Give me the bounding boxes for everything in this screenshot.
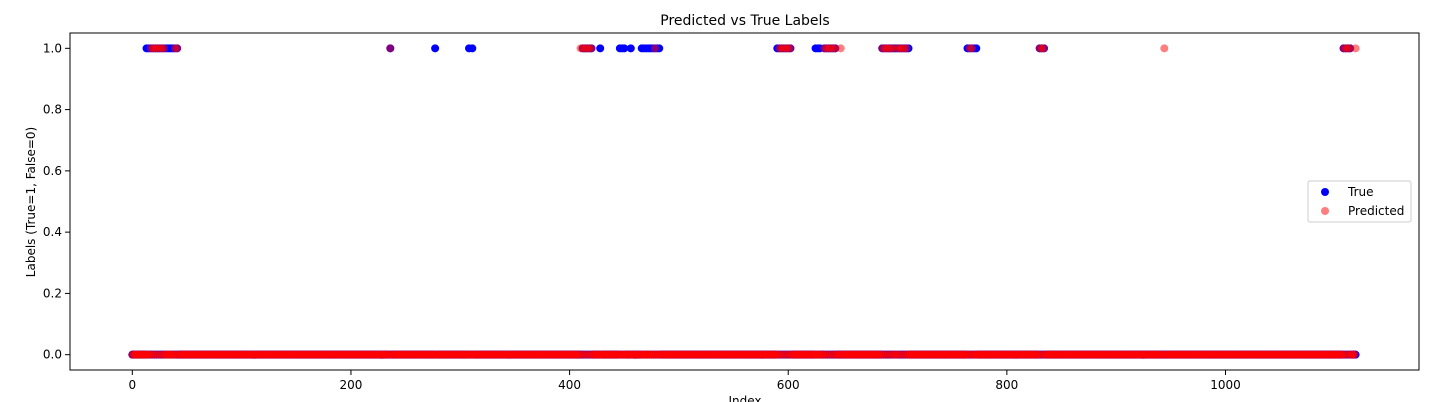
x-tick-label: 1000 [1210,378,1241,392]
series-predicted [128,44,1360,359]
y-tick-label: 0.6 [43,164,62,178]
data-point [468,44,477,53]
data-point [1350,350,1359,359]
series-true [128,44,1360,359]
data-point [1160,44,1169,53]
y-tick-label: 0.2 [43,286,62,300]
data-point [173,44,182,53]
data-point [786,44,795,53]
y-tick-label: 0.0 [43,348,62,362]
legend-label-true: True [1347,185,1374,199]
x-tick-label: 400 [558,378,581,392]
data-point [160,44,169,53]
legend-marker-true [1321,188,1329,196]
legend-box [1307,180,1412,223]
data-point [587,44,596,53]
legend-label-predicted: Predicted [1348,204,1404,218]
x-axis: 0 200 400 600 800 1000 [128,370,1241,392]
data-point [967,44,976,53]
y-tick-label: 0.4 [43,225,62,239]
axes-frame [69,32,1420,371]
legend-marker-predicted [1321,207,1329,215]
data-point [386,44,395,53]
y-tick-label: 0.8 [43,103,62,117]
data-point [626,44,635,53]
y-axis-label: Labels (True=1, False=0) [24,127,38,277]
data-point [620,44,629,53]
data-point [431,44,440,53]
data-point [1351,44,1360,53]
y-axis: 0.0 0.2 0.4 0.6 0.8 1.0 [43,41,70,362]
chart-title: Predicted vs True Labels [660,13,829,29]
data-point [1040,44,1049,53]
data-point [902,44,911,53]
x-tick-label: 600 [777,378,800,392]
x-tick-label: 200 [339,378,362,392]
plot-area [128,44,1360,359]
data-point [596,44,605,53]
x-tick-label: 800 [995,378,1018,392]
data-point [836,44,845,53]
x-axis-label: Index [728,394,761,402]
legend: True Predicted [1307,180,1412,223]
y-tick-label: 1.0 [43,41,62,55]
x-tick-label: 0 [128,378,136,392]
data-point [650,44,659,53]
